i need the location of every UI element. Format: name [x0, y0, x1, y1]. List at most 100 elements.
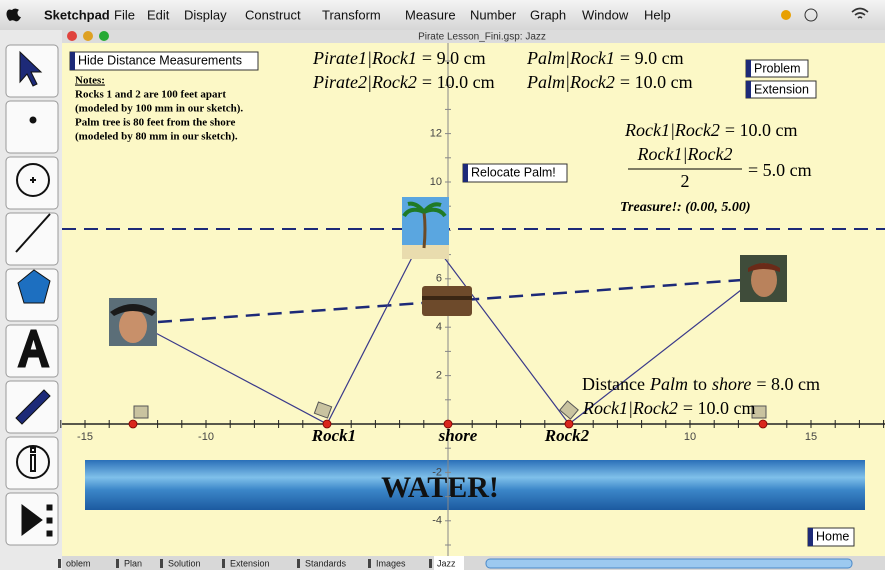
tab[interactable]: oblem [66, 558, 91, 568]
menu-item[interactable]: Graph [530, 7, 566, 22]
scrollbar[interactable] [486, 559, 852, 568]
measure-name: Rock1|Rock2 [582, 398, 678, 418]
text-part: to [693, 374, 707, 394]
menu-item[interactable]: Help [644, 7, 671, 22]
tab-divider [297, 559, 300, 568]
tab-divider [58, 559, 61, 568]
tab-divider [116, 559, 119, 568]
y-tick-label: 4 [436, 321, 442, 333]
extension-button[interactable]: Extension [746, 81, 816, 98]
tool-button[interactable] [6, 213, 58, 265]
text-part: Distance [582, 374, 645, 394]
measure-name: Rock1|Rock2 [624, 120, 720, 140]
rock-distance: Rock1|Rock2= 10.0 cm [624, 120, 798, 140]
tab[interactable]: Solution [168, 558, 201, 568]
point[interactable] [759, 420, 767, 428]
rock-icon[interactable] [134, 406, 148, 418]
tab[interactable]: Jazz [437, 558, 456, 568]
menu-item[interactable]: Edit [147, 7, 170, 22]
status-icon [781, 10, 791, 20]
screen: Sketchpad File Edit Display Construct Transf… [0, 0, 885, 570]
button-handle [746, 60, 751, 77]
tab-divider [429, 559, 432, 568]
chest-band [422, 296, 472, 300]
button-handle [746, 81, 751, 98]
fraction-denominator: 2 [681, 171, 690, 191]
point-label: Rock2 [544, 426, 590, 445]
measure-value: = 9.0 cm [620, 48, 684, 68]
relocate-palm-button[interactable]: Relocate Palm! [463, 164, 567, 182]
note-line: (modeled by 80 mm in our sketch). [75, 131, 238, 143]
menu-item[interactable]: Construct [245, 7, 301, 22]
button-label: Relocate Palm! [471, 165, 556, 179]
chest [422, 286, 472, 316]
measure-name: Palm|Rock1 [526, 48, 615, 68]
minimize-button[interactable] [83, 31, 93, 41]
palm-image[interactable] [402, 197, 449, 259]
measure-name: Pirate2|Rock2 [312, 72, 417, 92]
trunk [424, 212, 425, 248]
tab-divider [160, 559, 163, 568]
tab[interactable]: Extension [230, 558, 270, 568]
treasure-image[interactable] [422, 286, 472, 316]
tab[interactable]: Images [376, 558, 406, 568]
pirate2-image[interactable] [740, 255, 787, 302]
point-label: Rock1 [311, 426, 356, 445]
menu-item[interactable]: Number [470, 7, 517, 22]
app-menu[interactable]: Sketchpad [44, 7, 110, 22]
treasure-label: Treasure!: (0.00, 5.00) [620, 200, 751, 215]
y-tick-label: 6 [436, 273, 442, 285]
close-button[interactable] [67, 31, 77, 41]
button-label: Problem [754, 61, 801, 75]
note-line: Palm tree is 80 feet from the shore [75, 117, 235, 129]
y-tick-label: 12 [430, 128, 442, 140]
button-label: Extension [754, 82, 809, 96]
measure-value: = 10.0 cm [725, 120, 798, 140]
measurement[interactable]: Pirate1|Rock1= 9.0 cm [312, 48, 486, 68]
measurement[interactable]: Palm|Rock2= 10.0 cm [526, 72, 693, 92]
button-handle [808, 528, 813, 546]
button-handle [70, 52, 75, 70]
text-part: Palm [649, 374, 688, 394]
button-label: Home [816, 529, 849, 543]
fraction-value: = 5.0 cm [748, 160, 812, 180]
menu-item[interactable]: Measure [405, 7, 456, 22]
measure-name: Pirate1|Rock1 [312, 48, 417, 68]
menu-item[interactable]: Display [184, 7, 227, 22]
y-tick-label: -2 [432, 466, 442, 478]
notes-heading: Notes: [75, 75, 105, 87]
measure-value: = 10.0 cm [620, 72, 693, 92]
note-line: (modeled by 100 mm in our sketch). [75, 103, 243, 115]
y-tick-label: -4 [432, 515, 442, 527]
y-tick-label: 2 [436, 370, 442, 382]
tab[interactable]: Plan [124, 558, 142, 568]
measure-value: = 10.0 cm [422, 72, 495, 92]
home-button[interactable]: Home [808, 528, 854, 546]
face [119, 309, 147, 343]
measure-value: = 8.0 cm [756, 374, 820, 394]
body: Sketchpad File Edit Display Construct Transf… [0, 0, 885, 570]
menu-item[interactable]: Transform [322, 7, 381, 22]
point[interactable] [129, 420, 137, 428]
hide-distance-button[interactable]: Hide Distance Measurements [70, 52, 258, 70]
measurement[interactable]: Pirate2|Rock2= 10.0 cm [312, 72, 495, 92]
tab-divider [222, 559, 225, 568]
measurement[interactable]: Palm|Rock1= 9.0 cm [526, 48, 684, 68]
tab-divider [368, 559, 371, 568]
x-tick-label: 15 [805, 431, 817, 443]
tool-button[interactable] [6, 101, 58, 153]
tab[interactable]: Standards [305, 558, 347, 568]
x-tick-label: -15 [77, 431, 93, 443]
button-handle [463, 164, 468, 182]
point-label: shore [438, 426, 478, 445]
menu-item[interactable]: Window [582, 7, 629, 22]
menu-item[interactable]: File [114, 7, 135, 22]
measure-value: = 9.0 cm [422, 48, 486, 68]
zoom-button[interactable] [99, 31, 109, 41]
problem-button[interactable]: Problem [746, 60, 808, 77]
pirate1-image[interactable] [109, 298, 157, 346]
button-label: Hide Distance Measurements [78, 53, 242, 67]
rock-distance-2: Rock1|Rock2= 10.0 cm [582, 398, 756, 418]
fraction-numerator: Rock1|Rock2 [637, 144, 733, 164]
